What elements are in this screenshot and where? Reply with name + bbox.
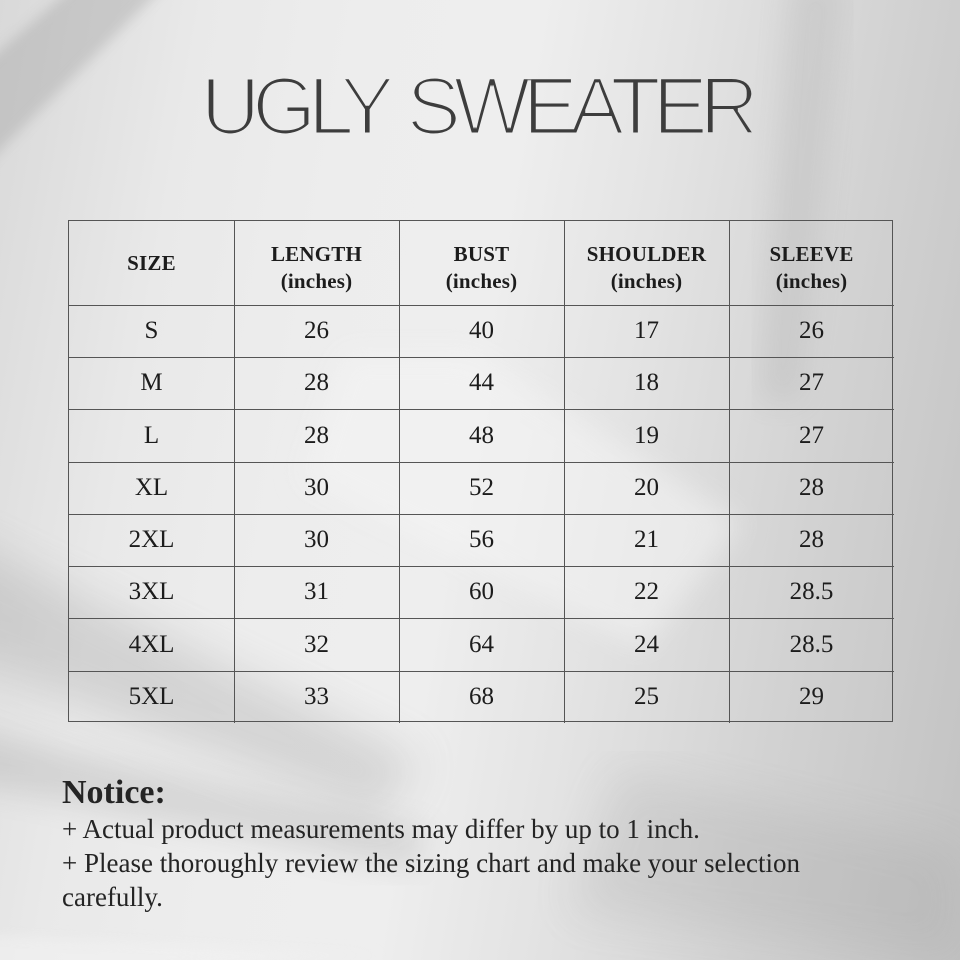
svg-text:UGLY SWEATER: UGLY SWEATER: [201, 61, 756, 152]
